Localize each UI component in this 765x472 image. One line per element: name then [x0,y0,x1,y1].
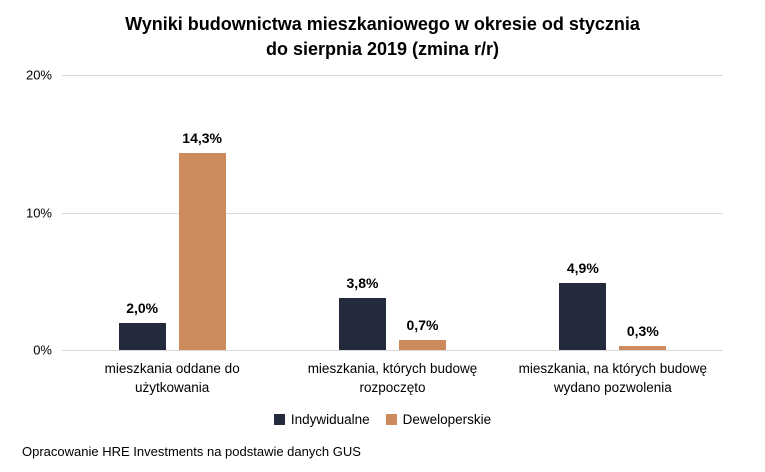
bar-value-label: 3,8% [346,274,379,291]
legend-item: Indywidualne [273,412,370,427]
bar-value-label: 4,9% [566,259,599,276]
bar-value-label: 0,3% [626,322,659,339]
plot-area: 2,0% 14,3% 3,8% 0,7% 4,9% 0,3% [62,75,723,351]
bar-deweloperskie: 0,7% [398,317,446,350]
legend-swatch-icon [385,414,397,425]
gridline [62,350,723,351]
bar-value-label: 0,7% [406,317,439,334]
x-axis-labels: mieszkania oddane do użytkowania mieszkani… [62,359,723,397]
bar-indywidualne: 2,0% [118,300,166,350]
gridline [62,212,723,214]
legend-label: Indywidualne [290,412,370,427]
legend-label: Deweloperskie [402,412,492,427]
bar-value-label: 2,0% [126,299,159,316]
chart-title-line1: Wyniki budownictwa mieszkaniowego w okre… [125,14,640,34]
category-label: mieszkania, których budowę rozpoczęto [307,361,478,395]
bar-group: 3,8% 0,7% [282,75,502,350]
y-tick-label: 20% [25,67,52,83]
legend-item: Deweloperskie [385,412,492,427]
bar-indywidualne: 3,8% [338,275,386,350]
bar-group: 2,0% 14,3% [62,75,282,350]
source-note: Opracowanie HRE Investments na podstawie… [22,444,361,459]
bar-groups: 2,0% 14,3% 3,8% 0,7% 4,9% 0,3% [62,75,723,350]
bar-indywidualne: 4,9% [559,260,607,350]
bar-group: 4,9% 0,3% [503,75,723,350]
y-tick-label: 10% [25,205,52,220]
bar-deweloperskie: 0,3% [619,323,667,350]
category-label: mieszkania oddane do użytkowania [104,361,240,395]
legend: Indywidualne Deweloperskie [0,412,765,427]
y-axis: 0% 10% 20% [0,68,52,358]
y-tick-label: 0% [33,342,52,358]
bar-value-label: 14,3% [182,130,223,147]
bar-deweloperskie: 14,3% [178,130,226,350]
legend-swatch-icon [273,414,285,425]
chart-title: Wyniki budownictwa mieszkaniowego w okre… [0,12,765,62]
category-label: mieszkania, na których budowę wydano pozw… [518,361,707,395]
chart-title-line2: do sierpnia 2019 (zmina r/r) [265,39,500,59]
gridline [62,75,723,76]
